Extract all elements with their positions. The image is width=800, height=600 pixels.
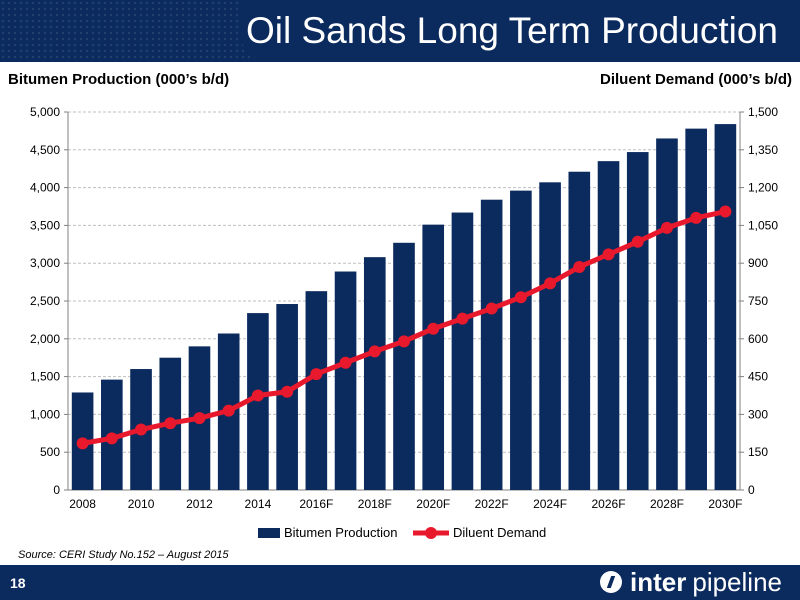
company-logo: inter pipeline: [600, 566, 782, 597]
x-tick-label: 2012: [186, 497, 213, 511]
bar: [714, 124, 737, 490]
bar: [626, 152, 649, 490]
legend-label-diluent: Diluent Demand: [453, 525, 546, 540]
left-tick-label: 5,000: [30, 105, 60, 119]
bar: [393, 242, 415, 490]
diluent-point: [573, 260, 586, 273]
diluent-point: [281, 385, 294, 398]
right-tick-label: 1,350: [748, 143, 778, 157]
bar: [568, 171, 591, 490]
left-tick-label: 0: [53, 483, 60, 497]
left-tick-label: 1,000: [30, 407, 60, 421]
x-tick-label: 2028F: [650, 497, 684, 511]
title-panel: Oil Sands Long Term Production: [240, 0, 800, 62]
x-tick-label: 2022F: [475, 497, 509, 511]
diluent-point: [105, 432, 118, 445]
diluent-point: [660, 221, 673, 234]
left-tick-label: 3,500: [30, 218, 60, 232]
diluent-point: [135, 423, 148, 436]
right-tick-label: 600: [748, 332, 768, 346]
bar: [480, 199, 503, 491]
footer-bar: 18 inter pipeline: [0, 565, 800, 600]
legend-line-marker: [425, 527, 437, 539]
diluent-point: [690, 211, 703, 224]
bar: [597, 161, 620, 490]
diluent-point: [719, 205, 732, 218]
diluent-point: [222, 404, 235, 417]
legend-label-bitumen: Bitumen Production: [284, 525, 397, 540]
diluent-point: [456, 312, 469, 325]
bar: [363, 257, 386, 490]
right-tick-label: 1,500: [748, 105, 778, 119]
right-tick-label: 0: [748, 483, 755, 497]
diluent-point: [602, 248, 615, 261]
bar: [422, 224, 445, 491]
x-tick-label: 2020F: [416, 497, 450, 511]
interpipeline-logo-icon: [600, 571, 623, 593]
combo-chart: 0 0 500 150 1,000 300 1,500 450 2,000 600 2,500 750…: [30, 105, 778, 540]
diluent-point: [514, 291, 527, 304]
right-tick-label: 300: [748, 407, 768, 421]
logo-word-inter: inter: [630, 566, 687, 597]
slide-title: Oil Sands Long Term Production: [245, 10, 778, 51]
bar: [305, 291, 328, 490]
bar: [247, 313, 269, 490]
diluent-point: [427, 322, 440, 335]
page-number: 18: [10, 575, 26, 591]
legend-bar-swatch: [258, 528, 280, 538]
bar: [451, 212, 474, 490]
left-tick-label: 4,500: [30, 143, 60, 157]
left-tick-label: 2,000: [30, 332, 60, 346]
right-axis-title: Diluent Demand (000’s b/d): [600, 71, 792, 88]
source-note: Source: CERI Study No.152 – August 2015: [18, 549, 229, 561]
diluent-point: [251, 389, 264, 402]
x-tick-label: 2014: [245, 497, 272, 511]
bar: [510, 190, 532, 490]
left-axis-title: Bitumen Production (000’s b/d): [8, 71, 230, 88]
x-tick-label: 2030F: [708, 497, 742, 511]
bar: [334, 271, 357, 490]
diluent-point: [368, 345, 381, 358]
right-tick-label: 1,050: [748, 218, 778, 232]
right-tick-label: 750: [748, 294, 768, 308]
bar: [656, 138, 678, 490]
diluent-point: [398, 335, 410, 348]
x-tick-label: 2016F: [299, 497, 333, 511]
diluent-point: [544, 277, 557, 290]
diluent-point: [164, 417, 177, 430]
title-bar: Oil Sands Long Term Production: [0, 0, 800, 62]
right-tick-label: 450: [748, 370, 768, 384]
diluent-point: [631, 235, 644, 248]
diluent-point: [193, 412, 206, 425]
diluent-point: [485, 302, 498, 315]
x-tick-label: 2026F: [592, 497, 626, 511]
x-tick-label: 2024F: [533, 497, 567, 511]
bar: [539, 182, 561, 491]
left-tick-label: 2,500: [30, 294, 60, 308]
x-tick-label: 2008: [69, 497, 96, 511]
x-tick-label: 2010: [128, 497, 155, 511]
right-tick-label: 900: [748, 256, 768, 270]
left-tick-label: 3,000: [30, 256, 60, 270]
x-tick-label: 2018F: [358, 497, 392, 511]
diluent-point: [76, 437, 89, 450]
logo-word-pipeline: pipeline: [692, 566, 782, 597]
right-tick-label: 1,200: [748, 181, 778, 195]
bar: [685, 128, 707, 490]
diluent-point: [339, 356, 352, 369]
diluent-point: [310, 368, 323, 381]
left-tick-label: 4,000: [30, 181, 60, 195]
left-tick-label: 500: [40, 445, 60, 459]
right-tick-label: 150: [748, 445, 768, 459]
left-tick-label: 1,500: [30, 370, 60, 384]
